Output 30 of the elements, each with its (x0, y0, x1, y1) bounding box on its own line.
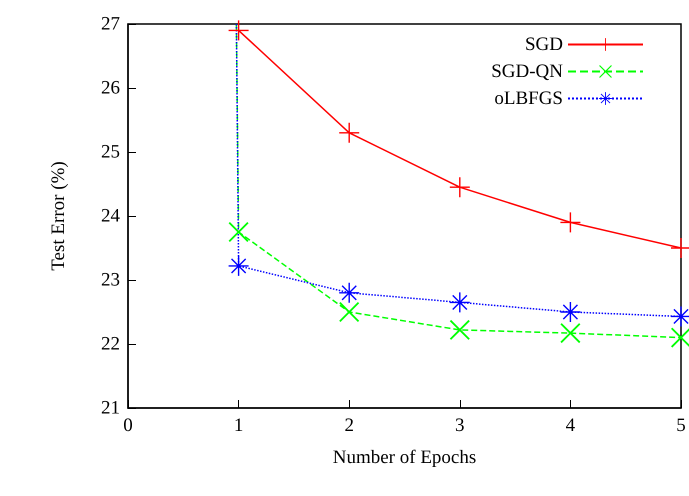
legend-label: SGD (524, 34, 563, 55)
point (339, 302, 360, 322)
point (560, 302, 580, 322)
y-tick-label: 23 (101, 270, 120, 290)
point (339, 282, 360, 303)
point (560, 212, 580, 232)
x-tick-label: 4 (566, 415, 576, 436)
point (560, 323, 580, 344)
x-tick-label: 3 (455, 415, 465, 436)
x-axis-title: Number of Epochs (332, 447, 476, 468)
x-tick-label: 0 (123, 415, 133, 436)
y-tick-label: 25 (101, 142, 120, 162)
legend-label: SGD-QN (491, 61, 564, 82)
point (450, 320, 470, 340)
y-tick-label: 22 (101, 334, 120, 354)
y-tick-label: 21 (101, 398, 120, 418)
point (228, 222, 249, 242)
x-tick-label: 1 (234, 415, 244, 436)
point (450, 177, 470, 198)
y-tick-label: 24 (101, 206, 120, 226)
x-tick-label: 2 (344, 415, 354, 436)
point (339, 122, 360, 143)
point (450, 292, 470, 312)
y-tick-label: 26 (101, 78, 120, 98)
y-axis-title: Test Error (%) (48, 161, 69, 271)
x-tick-label: 5 (676, 415, 686, 436)
point (228, 20, 249, 40)
legend-label: oLBFGS (494, 88, 563, 109)
y-tick-label: 27 (101, 14, 120, 34)
point (228, 256, 249, 276)
